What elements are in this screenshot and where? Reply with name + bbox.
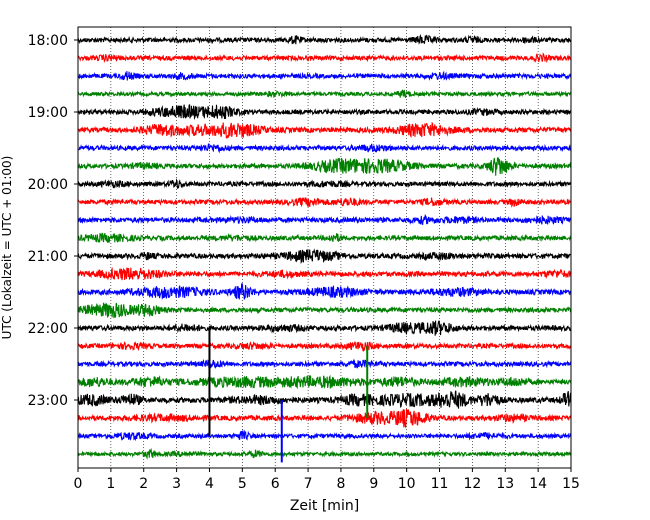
y-tick-label-2300: 23:00 xyxy=(28,393,68,409)
x-tick-label-7: 7 xyxy=(304,476,313,492)
trace-2300 xyxy=(77,390,572,409)
trace-2200 xyxy=(77,320,572,336)
trace-1845 xyxy=(77,89,572,99)
trace-2145 xyxy=(77,302,572,319)
trace-1800 xyxy=(77,33,572,45)
x-tick-label-1: 1 xyxy=(106,476,115,492)
x-tick-label-2: 2 xyxy=(139,476,148,492)
trace-2230 xyxy=(77,358,572,370)
y-tick-label-1900: 19:00 xyxy=(28,105,68,121)
x-tick-label-9: 9 xyxy=(369,476,378,492)
trace-2130 xyxy=(77,282,572,300)
trace-2330 xyxy=(77,429,572,442)
y-tick-label-1800: 18:00 xyxy=(28,33,68,49)
trace-1915 xyxy=(77,122,572,139)
x-tick-label-14: 14 xyxy=(529,476,547,492)
y-axis-title: UTC (Lokalzeit = UTC + 01:00) xyxy=(0,156,14,340)
x-tick-label-10: 10 xyxy=(398,476,416,492)
x-tick-label-5: 5 xyxy=(238,476,247,492)
x-tick-label-0: 0 xyxy=(74,476,83,492)
x-tick-label-15: 15 xyxy=(562,476,580,492)
x-tick-label-3: 3 xyxy=(172,476,181,492)
x-tick-label-6: 6 xyxy=(271,476,280,492)
seismogram-traces xyxy=(77,33,572,460)
y-tick-label-2100: 21:00 xyxy=(28,249,68,265)
x-tick-label-8: 8 xyxy=(336,476,345,492)
x-tick-label-11: 11 xyxy=(431,476,449,492)
trace-2100 xyxy=(77,248,572,265)
x-tick-label-4: 4 xyxy=(205,476,214,492)
x-axis-ticks: 0 1 2 3 4 5 6 7 8 9 10 11 12 13 14 15 xyxy=(74,468,580,492)
y-tick-label-2000: 20:00 xyxy=(28,177,68,193)
trace-1830 xyxy=(77,70,572,81)
y-tick-label-2200: 22:00 xyxy=(28,321,68,337)
trace-1900 xyxy=(77,104,572,121)
trace-2030 xyxy=(77,213,572,226)
spike-lines xyxy=(208,328,369,463)
trace-2345 xyxy=(77,447,572,460)
trace-2215 xyxy=(77,341,572,352)
trace-2045 xyxy=(77,232,572,244)
plot-frame xyxy=(77,26,572,469)
x-axis-title: Zeit [min] xyxy=(290,498,359,514)
trace-2000 xyxy=(77,178,572,189)
trace-2115 xyxy=(77,266,572,281)
x-tick-label-12: 12 xyxy=(463,476,481,492)
y-axis-ticks: 18:00 19:00 20:00 21:00 22:00 23:00 xyxy=(28,33,78,409)
trace-1815 xyxy=(77,52,572,64)
trace-2015 xyxy=(77,197,572,208)
trace-2315 xyxy=(77,408,572,429)
trace-1930 xyxy=(77,143,572,154)
trace-2245 xyxy=(77,374,572,390)
trace-1945 xyxy=(77,156,572,176)
x-tick-label-13: 13 xyxy=(496,476,514,492)
